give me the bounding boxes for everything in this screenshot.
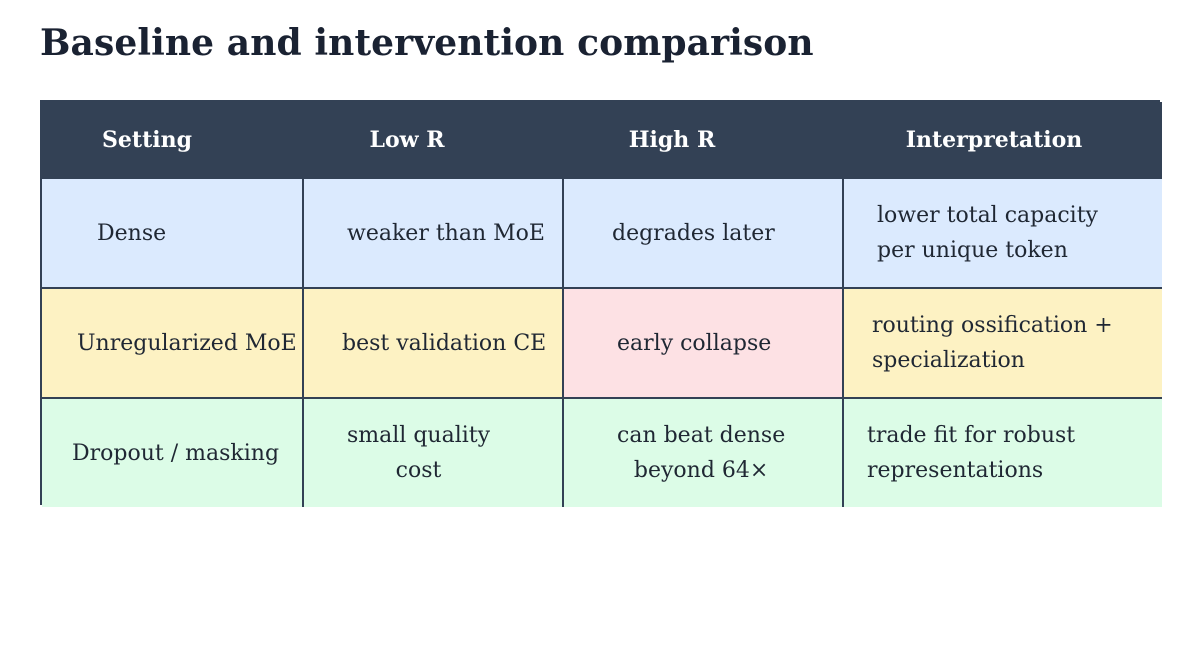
header-interpretation: Interpretation (842, 102, 1162, 177)
header-high-r-label: High R (628, 126, 716, 153)
cell-setting-moe: Unregularized MoE (42, 287, 302, 397)
lowr-dropout-line-1: small quality (347, 423, 491, 448)
cell-interp-dense: lower total capacity per unique token (842, 177, 1162, 287)
interp-dropout-line-2: representations (867, 458, 1044, 483)
cell-lowr-moe: best validation CE (302, 287, 562, 397)
lowr-dropout-line-2: cost (395, 458, 442, 483)
header-low-r: Low R (302, 102, 562, 177)
header-setting: Setting (42, 102, 302, 177)
highr-dropout-text: can beat dense beyond 64× (617, 418, 785, 488)
page-title: Baseline and intervention comparison (40, 22, 814, 64)
cell-lowr-dropout: small quality cost (302, 397, 562, 507)
highr-dropout-line-1: can beat dense (617, 423, 786, 448)
lowr-moe-text: best validation CE (342, 330, 547, 356)
header-interpretation-label: Interpretation (905, 126, 1083, 153)
header-high-r: High R (562, 102, 842, 177)
header-low-r-label: Low R (369, 126, 445, 153)
lowr-dense-text: weaker than MoE (347, 220, 545, 246)
highr-dense-text: degrades later (612, 220, 775, 246)
setting-dense-text: Dense (97, 220, 167, 246)
interp-dense-text: lower total capacity per unique token (877, 198, 1098, 268)
highr-dropout-line-2: beyond 64× (633, 458, 769, 483)
interp-dense-line-1: lower total capacity (877, 203, 1098, 228)
cell-highr-dense: degrades later (562, 177, 842, 287)
interp-moe-text: routing ossification + specialization (872, 308, 1113, 378)
cell-highr-dropout: can beat dense beyond 64× (562, 397, 842, 507)
cell-lowr-dense: weaker than MoE (302, 177, 562, 287)
interp-dropout-text: trade fit for robust representations (867, 418, 1075, 488)
lowr-dropout-text: small quality cost (347, 418, 490, 488)
cell-interp-moe: routing ossification + specialization (842, 287, 1162, 397)
cell-setting-dropout: Dropout / masking (42, 397, 302, 507)
interp-dropout-line-1: trade fit for robust (867, 423, 1076, 448)
cell-setting-dense: Dense (42, 177, 302, 287)
cell-highr-moe: early collapse (562, 287, 842, 397)
interp-dense-line-2: per unique token (877, 238, 1068, 263)
cell-interp-dropout: trade fit for robust representations (842, 397, 1162, 507)
header-setting-label: Setting (102, 126, 192, 153)
setting-moe-text: Unregularized MoE (77, 330, 297, 356)
setting-dropout-text: Dropout / masking (72, 440, 280, 466)
interp-moe-line-2: specialization (872, 348, 1025, 373)
comparison-table: Setting Low R High R Interpretation Dens… (40, 100, 1162, 507)
highr-moe-text: early collapse (617, 330, 772, 356)
interp-moe-line-1: routing ossification + (872, 313, 1113, 338)
